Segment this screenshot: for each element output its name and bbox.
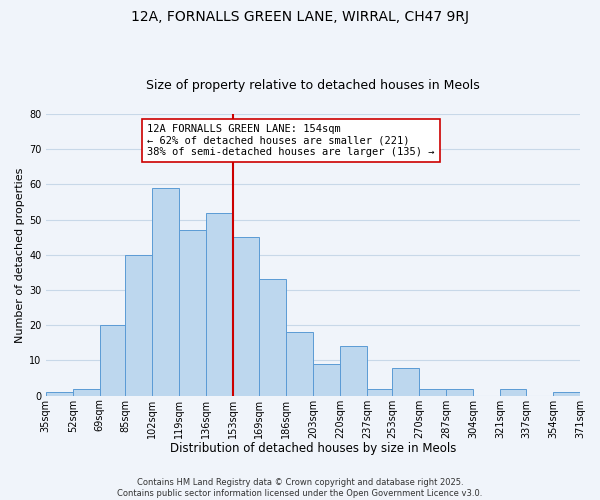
Bar — [392, 368, 419, 396]
Bar — [286, 332, 313, 396]
Bar — [446, 388, 473, 396]
Text: 12A, FORNALLS GREEN LANE, WIRRAL, CH47 9RJ: 12A, FORNALLS GREEN LANE, WIRRAL, CH47 9… — [131, 10, 469, 24]
X-axis label: Distribution of detached houses by size in Meols: Distribution of detached houses by size … — [170, 442, 456, 455]
Bar — [367, 388, 392, 396]
Bar — [500, 388, 526, 396]
Text: 12A FORNALLS GREEN LANE: 154sqm
← 62% of detached houses are smaller (221)
38% o: 12A FORNALLS GREEN LANE: 154sqm ← 62% of… — [147, 124, 435, 157]
Bar — [313, 364, 340, 396]
Bar — [125, 255, 152, 396]
Title: Size of property relative to detached houses in Meols: Size of property relative to detached ho… — [146, 79, 480, 92]
Text: Contains HM Land Registry data © Crown copyright and database right 2025.
Contai: Contains HM Land Registry data © Crown c… — [118, 478, 482, 498]
Bar — [152, 188, 179, 396]
Bar — [46, 392, 73, 396]
Bar — [233, 237, 259, 396]
Bar — [259, 280, 286, 396]
Bar — [73, 388, 100, 396]
Bar — [100, 326, 125, 396]
Bar — [419, 388, 446, 396]
Bar — [340, 346, 367, 396]
Bar — [206, 212, 233, 396]
Y-axis label: Number of detached properties: Number of detached properties — [15, 167, 25, 342]
Bar — [553, 392, 580, 396]
Bar — [179, 230, 206, 396]
